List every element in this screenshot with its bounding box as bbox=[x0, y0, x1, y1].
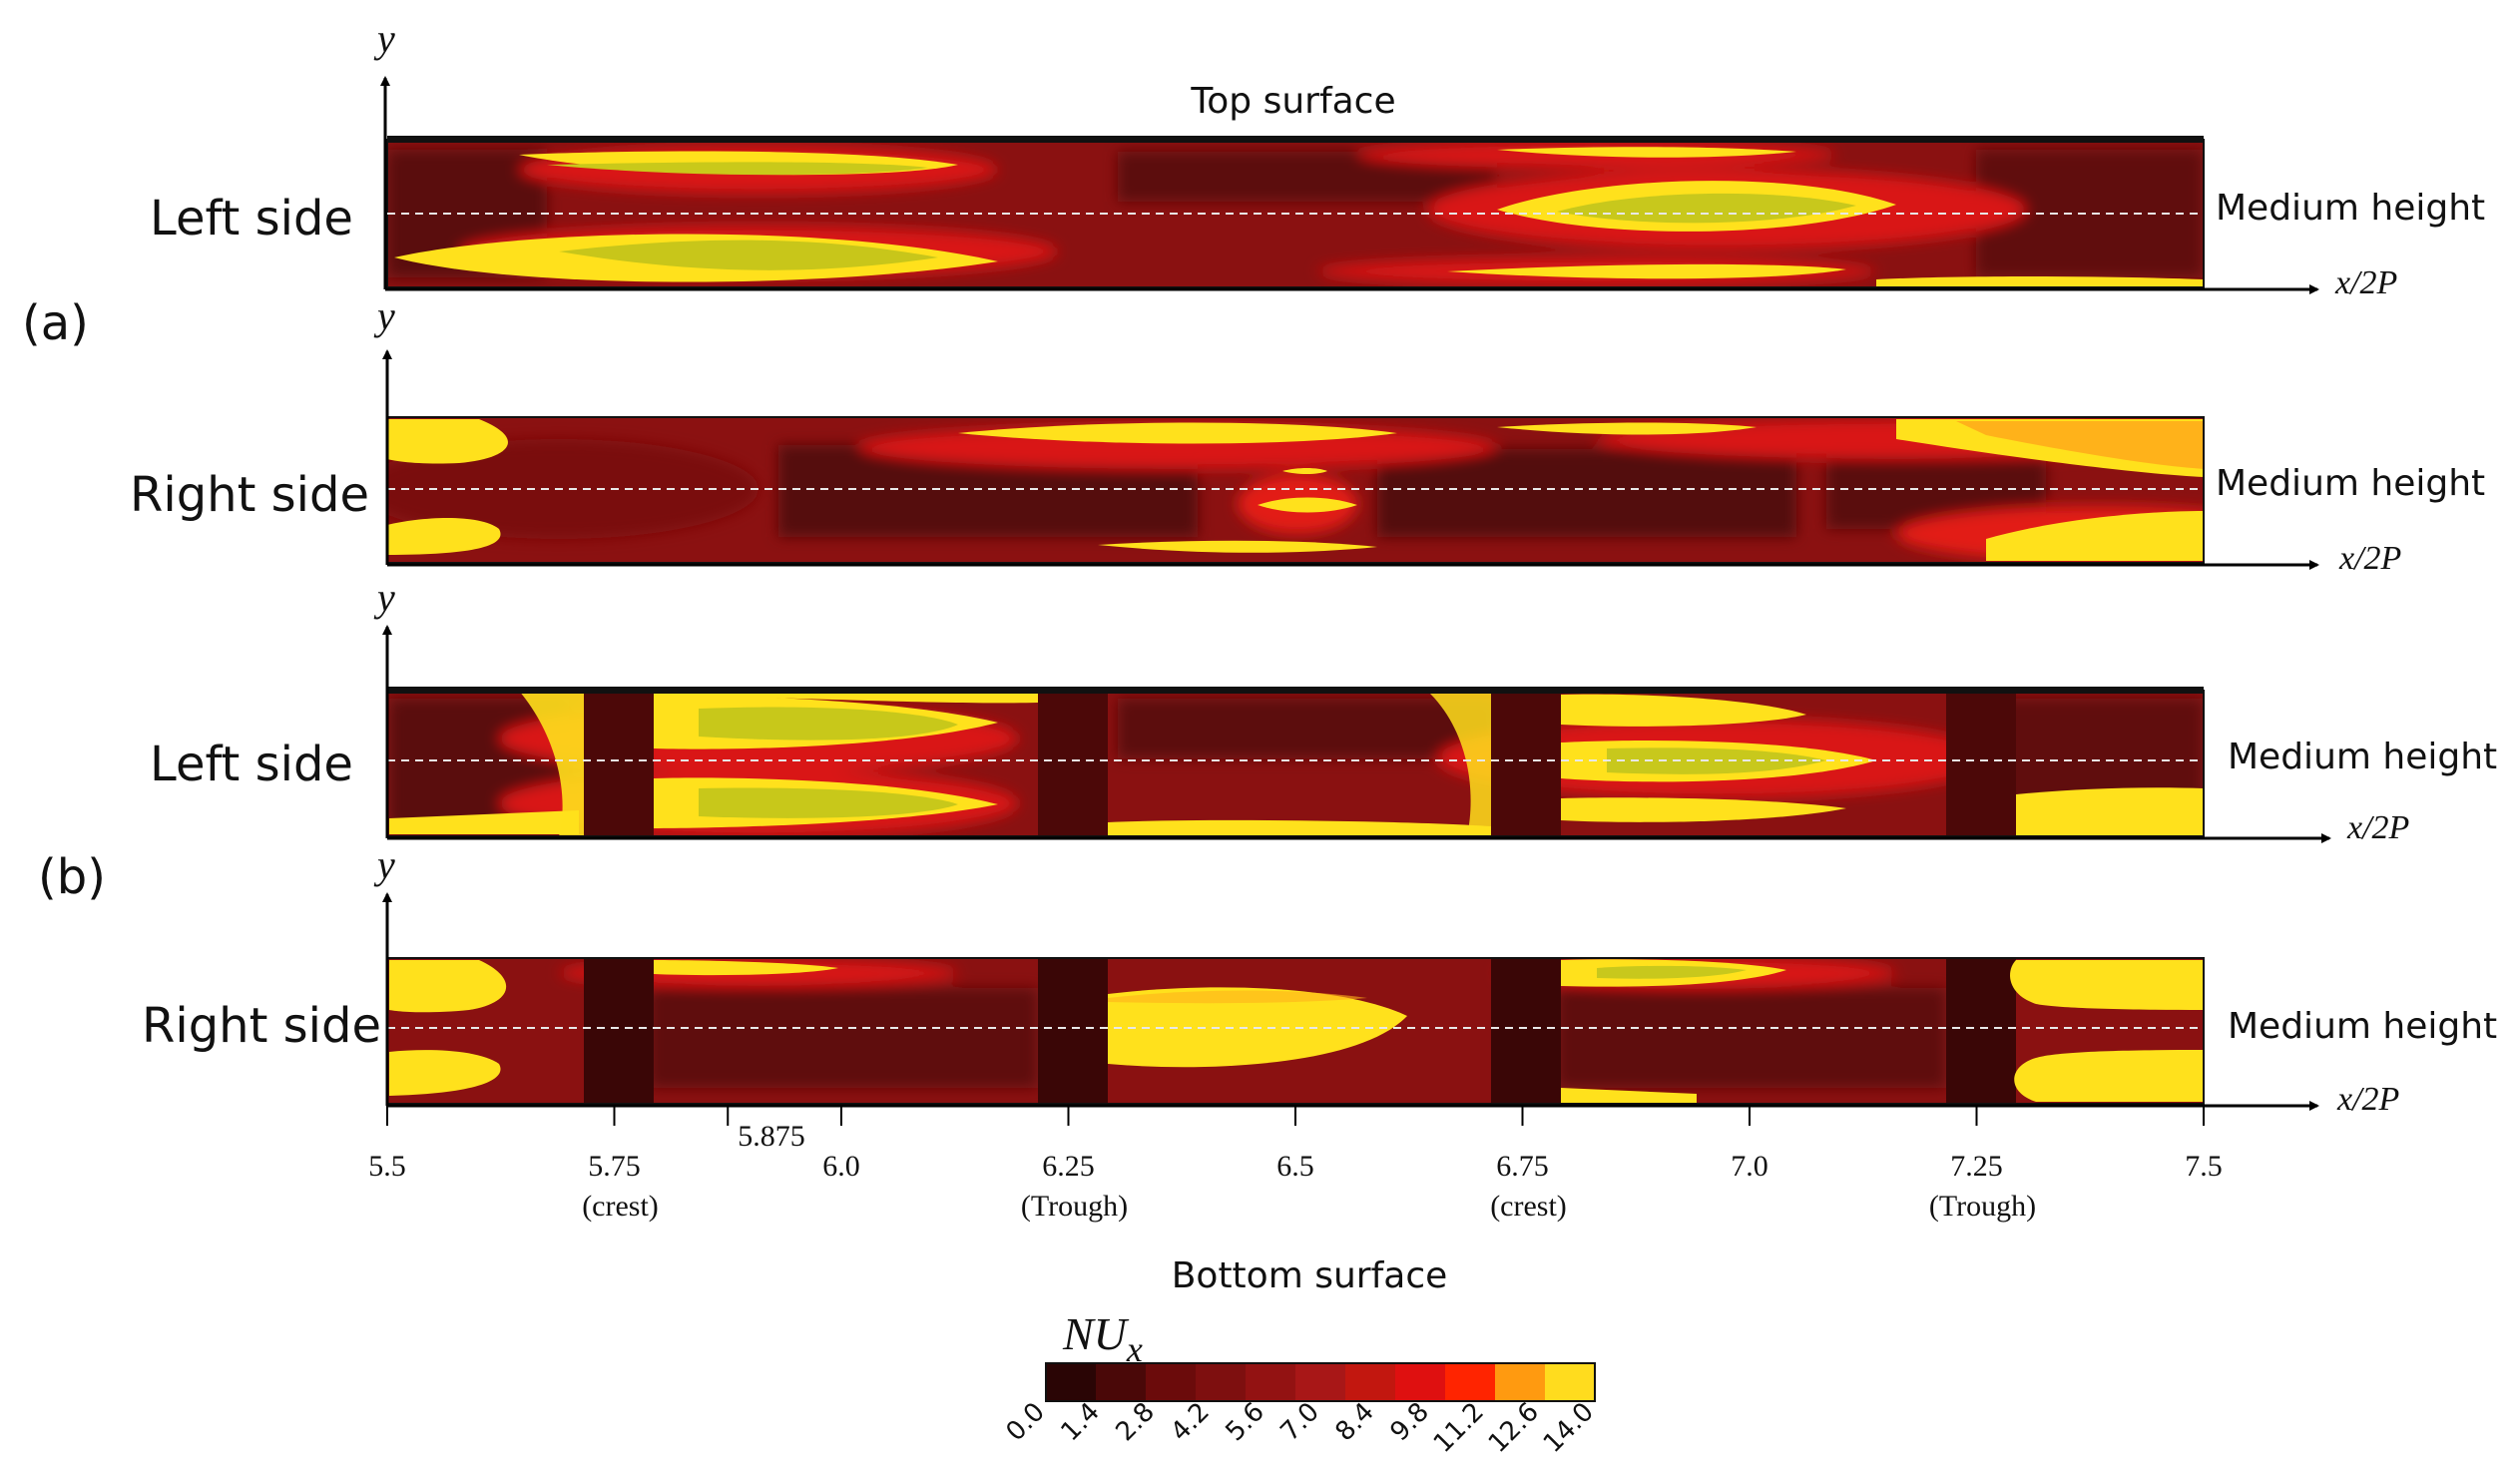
panel-a-right-side: y x/2P Medium height Right side bbox=[130, 293, 2485, 577]
colorbar-tick-label: 14.0 bbox=[1538, 1397, 1600, 1459]
colorbar: NUx 0.0 1.4 2.8 4.2 5.6 7.0 8.4 9.811.212.614.0 bbox=[1000, 1308, 1599, 1459]
panel-b-left-contour bbox=[387, 691, 2204, 836]
panel-a-right-side-label: Right side bbox=[130, 467, 369, 523]
panel-a-left-contour bbox=[387, 140, 2204, 287]
colorbar-tick-label: 5.6 bbox=[1220, 1397, 1269, 1447]
colorbar-cell bbox=[1096, 1363, 1147, 1401]
colorbar-tick-label: 9.8 bbox=[1384, 1397, 1434, 1447]
colorbar-cell bbox=[1445, 1363, 1496, 1401]
panel-b-left-side: y x/2P Medium height Left side bbox=[150, 575, 2497, 846]
colorbar-tick-label: 0.0 bbox=[1000, 1397, 1050, 1447]
x-tick-note: (Trough) bbox=[1929, 1190, 2036, 1223]
colorbar-title: NUx bbox=[1062, 1308, 1143, 1369]
panel-a-left-x-label: x/2P bbox=[2334, 264, 2397, 301]
colorbar-cell bbox=[1246, 1363, 1296, 1401]
colorbar-tick-label: 11.2 bbox=[1428, 1397, 1490, 1459]
panel-b-right-y-label: y bbox=[373, 842, 395, 887]
panel-a-right-midline-label: Medium height bbox=[2216, 463, 2485, 504]
colorbar-tick-label: 12.6 bbox=[1483, 1397, 1545, 1459]
x-tick-label: 7.5 bbox=[2185, 1150, 2223, 1183]
panel-a-left-midline-label: Medium height bbox=[2216, 188, 2485, 229]
x-tick-label: 6.5 bbox=[1276, 1150, 1314, 1183]
colorbar-cells bbox=[1046, 1363, 1596, 1401]
x-axis-ticks: 5.5 5.75 (crest) 5.875 6.0 6.25 (Trough) 6.5 6.7… bbox=[368, 1106, 2223, 1223]
panel-b-left-y-label: y bbox=[373, 575, 395, 620]
x-tick-label: 7.0 bbox=[1731, 1150, 1768, 1183]
top-surface-label: Top surface bbox=[1190, 81, 1395, 122]
panel-a-left-side-label: Left side bbox=[150, 191, 353, 247]
group-label-a: (a) bbox=[22, 295, 89, 351]
x-tick-note: (Trough) bbox=[1021, 1190, 1128, 1223]
colorbar-cell bbox=[1146, 1363, 1197, 1401]
panel-b-right-x-label: x/2P bbox=[2336, 1081, 2399, 1118]
colorbar-title-subscript: x bbox=[1126, 1329, 1143, 1369]
colorbar-cell bbox=[1046, 1363, 1097, 1401]
colorbar-tick-label: 8.4 bbox=[1329, 1397, 1379, 1447]
x-tick-label: 6.25 bbox=[1042, 1150, 1095, 1183]
panel-b-right-contour bbox=[387, 958, 2204, 1104]
panel-b-left-midline-label: Medium height bbox=[2228, 737, 2497, 777]
colorbar-cell bbox=[1196, 1363, 1247, 1401]
panel-a-left-y-label: y bbox=[373, 16, 395, 61]
colorbar-tick-label: 2.8 bbox=[1110, 1397, 1160, 1447]
panel-a-right-x-label: x/2P bbox=[2338, 540, 2401, 577]
panel-a-left-side: y x/2P Medium height Left side bbox=[150, 16, 2485, 301]
colorbar-cell bbox=[1295, 1363, 1346, 1401]
colorbar-title-main: NU bbox=[1062, 1308, 1130, 1359]
x-tick-label: 6.0 bbox=[822, 1150, 860, 1183]
panel-a-right-y-label: y bbox=[373, 293, 395, 338]
bottom-surface-label: Bottom surface bbox=[1172, 1255, 1448, 1296]
group-label-b: (b) bbox=[38, 849, 106, 905]
panel-b-left-x-label: x/2P bbox=[2346, 809, 2409, 846]
colorbar-tick-label: 1.4 bbox=[1055, 1397, 1105, 1447]
x-tick-note: (crest) bbox=[1490, 1190, 1567, 1223]
panel-b-right-side-label: Right side bbox=[142, 998, 381, 1054]
colorbar-cell bbox=[1545, 1363, 1596, 1401]
panel-b-left-side-label: Left side bbox=[150, 737, 353, 792]
x-tick-note: (crest) bbox=[582, 1190, 659, 1223]
x-tick-label: 5.75 bbox=[588, 1150, 641, 1183]
colorbar-cell bbox=[1495, 1363, 1546, 1401]
x-tick-label: 6.75 bbox=[1496, 1150, 1549, 1183]
x-tick-label: 5.875 bbox=[738, 1120, 805, 1153]
colorbar-cell bbox=[1345, 1363, 1396, 1401]
x-tick-label: 5.5 bbox=[368, 1150, 406, 1183]
colorbar-cell bbox=[1395, 1363, 1446, 1401]
colorbar-tick-label: 4.2 bbox=[1165, 1397, 1215, 1447]
colorbar-tick-label: 7.0 bbox=[1274, 1397, 1324, 1447]
panel-b-right-midline-label: Medium height bbox=[2228, 1006, 2497, 1047]
x-tick-label: 7.25 bbox=[1950, 1150, 2003, 1183]
panel-b-right-side: y x/2P Medium height Right side bbox=[142, 842, 2497, 1118]
colorbar-tick-labels: 0.0 1.4 2.8 4.2 5.6 7.0 8.4 9.811.212.614.0 bbox=[1000, 1397, 1599, 1459]
